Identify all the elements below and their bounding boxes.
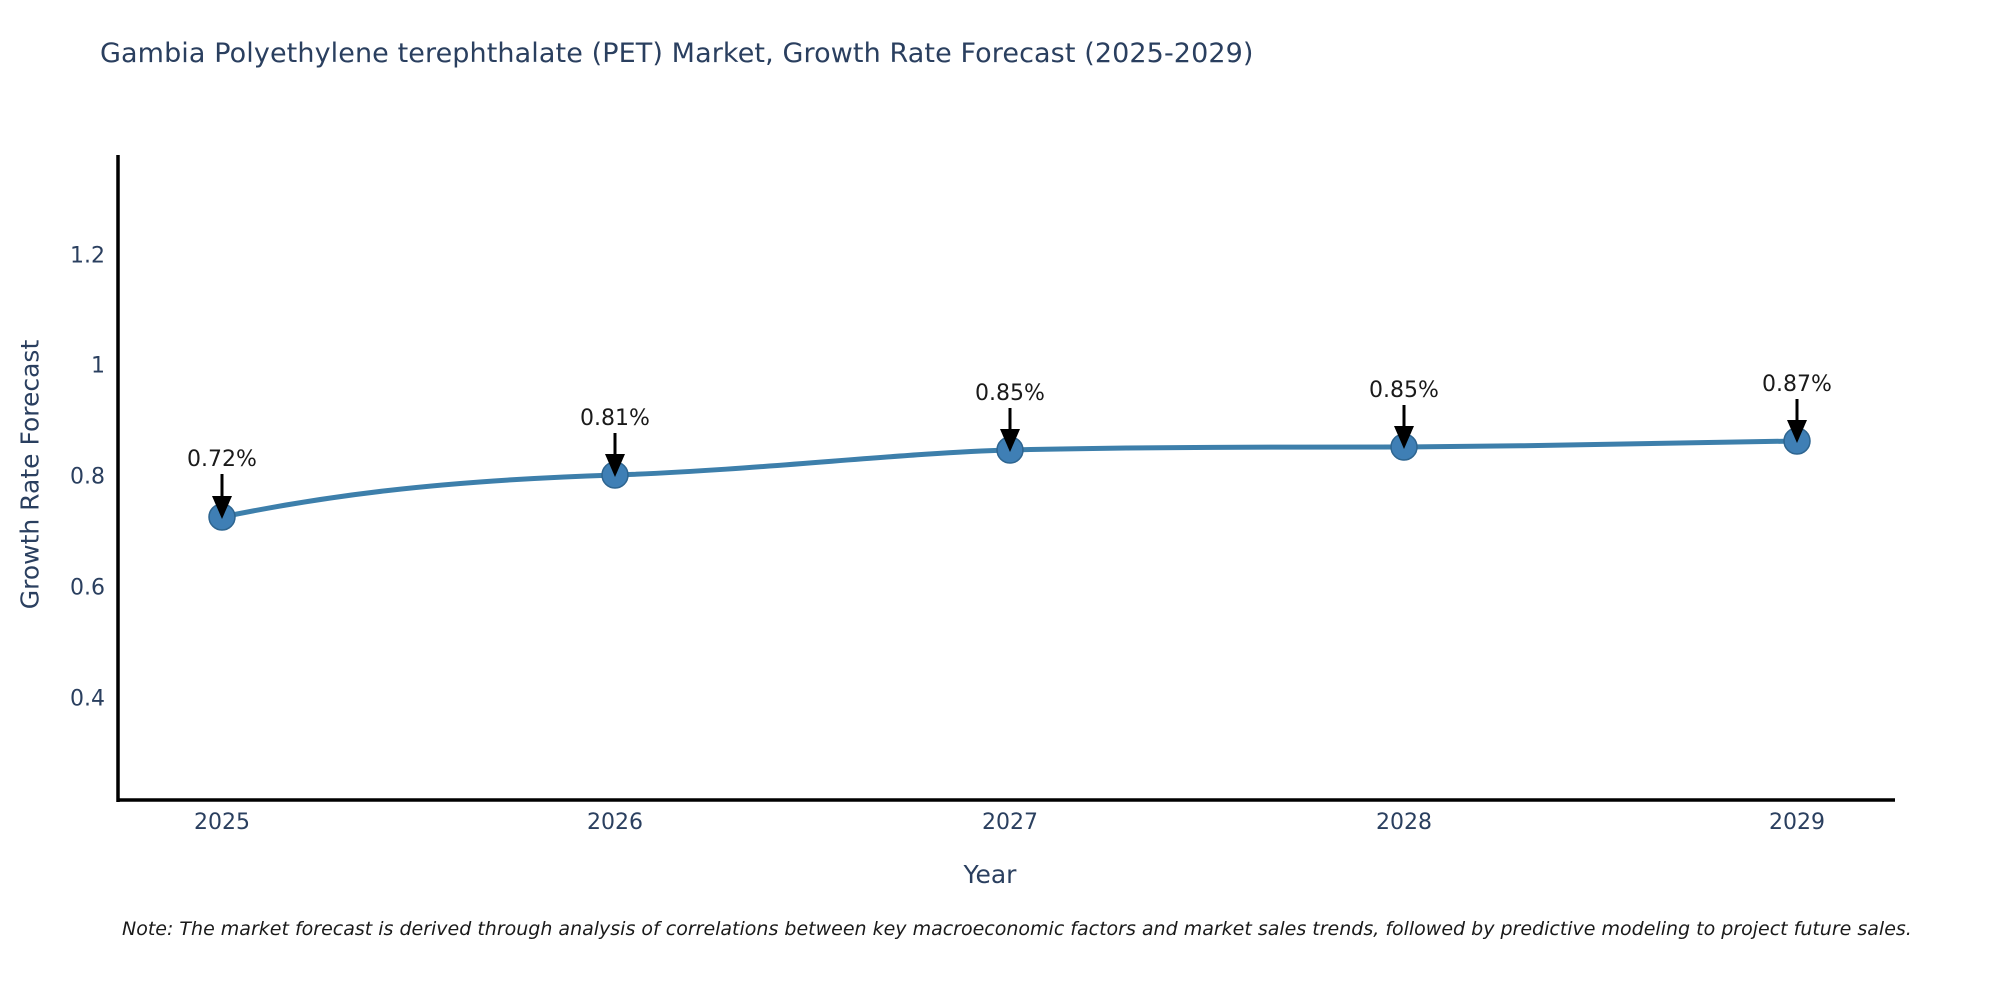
- y-tick-label: 0.4: [70, 686, 105, 712]
- data-point-label: 0.72%: [187, 447, 257, 472]
- data-point-label: 0.85%: [975, 381, 1045, 406]
- x-tick-label: 2027: [982, 810, 1038, 835]
- data-point-label: 0.85%: [1369, 378, 1439, 403]
- annotation-arrow-icon: [605, 433, 625, 477]
- x-tick-label: 2026: [587, 810, 643, 835]
- data-point-label: 0.87%: [1762, 372, 1832, 397]
- x-tick-label: 2025: [194, 810, 250, 835]
- x-tick-label: 2029: [1769, 810, 1825, 835]
- annotation-arrow-icon: [1000, 408, 1020, 452]
- x-axis-title-text: Year: [963, 860, 1017, 889]
- annotation-arrow-icon: [212, 474, 232, 519]
- x-tick-label: 2028: [1376, 810, 1432, 835]
- data-point-label: 0.81%: [580, 406, 650, 431]
- chart-title: Gambia Polyethylene terephthalate (PET) …: [100, 38, 1254, 69]
- y-tick-label: 0.6: [70, 575, 105, 601]
- chart-note: Note: The market forecast is derived thr…: [122, 918, 1912, 940]
- x-axis-title: Year: [0, 860, 2000, 889]
- y-tick-label: 1.2: [70, 243, 105, 269]
- y-tick-label: 1: [91, 353, 105, 379]
- annotation-arrow-icon: [1787, 399, 1807, 443]
- y-tick-label: 0.8: [70, 464, 105, 490]
- annotation-arrow-icon: [1394, 405, 1414, 449]
